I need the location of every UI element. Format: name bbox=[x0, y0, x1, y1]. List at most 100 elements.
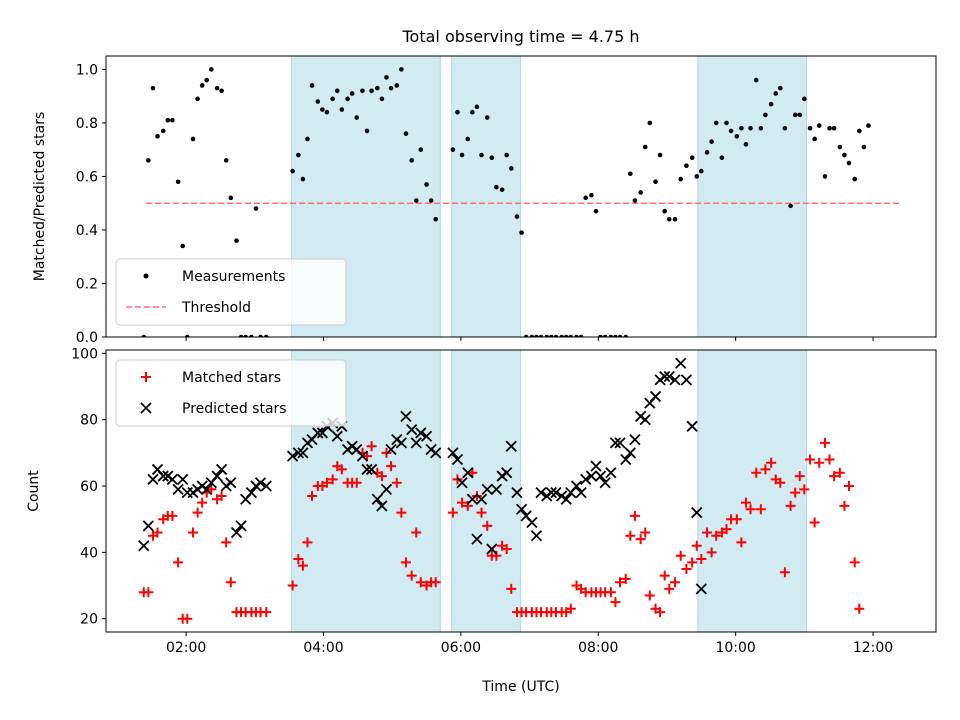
measurement-point bbox=[146, 158, 151, 163]
predicted-star-marker bbox=[166, 473, 179, 486]
predicted-star-marker bbox=[471, 533, 483, 545]
predicted-star-marker bbox=[420, 430, 433, 442]
x-tick-label: 10:00 bbox=[715, 640, 755, 656]
measurement-point bbox=[704, 150, 710, 155]
measurement-point bbox=[214, 85, 220, 91]
legend: Matched stars Predicted stars bbox=[115, 359, 347, 427]
measurement-point bbox=[160, 128, 166, 134]
predicted-star-marker bbox=[292, 447, 304, 459]
y-tick-label: 80 bbox=[80, 413, 98, 429]
predicted-star-marker bbox=[157, 470, 169, 482]
predicted-star-marker bbox=[649, 390, 662, 403]
predicted-star-marker bbox=[225, 477, 237, 489]
predicted-star-marker bbox=[486, 543, 498, 555]
legend-predicted-marker bbox=[140, 402, 152, 414]
y-tick-label: 40 bbox=[80, 545, 98, 561]
legend-label: Matched stars bbox=[182, 370, 281, 386]
measurement-point bbox=[638, 190, 643, 195]
legend-box bbox=[115, 359, 347, 427]
predicted-star-marker bbox=[481, 483, 493, 495]
predicted-star-marker bbox=[535, 487, 547, 499]
measurement-point bbox=[773, 91, 779, 96]
measurement-point bbox=[504, 152, 509, 158]
matched-star-marker bbox=[221, 537, 232, 548]
matched-star-marker bbox=[799, 484, 810, 495]
y-tick-label: 1.0 bbox=[76, 62, 98, 78]
measurement-point bbox=[563, 334, 569, 337]
matched-star-marker bbox=[307, 490, 318, 501]
matched-star-marker bbox=[615, 577, 626, 588]
measurement-point bbox=[184, 334, 190, 337]
matched-star-marker bbox=[173, 557, 184, 568]
predicted-star-marker bbox=[172, 483, 184, 495]
measurement-point bbox=[484, 115, 490, 120]
measurement-point bbox=[842, 152, 847, 158]
matched-star-marker bbox=[669, 577, 680, 588]
predicted-star-marker bbox=[659, 370, 671, 383]
measurement-point bbox=[623, 334, 629, 337]
predicted-star-marker bbox=[695, 583, 707, 595]
measurement-point bbox=[455, 109, 460, 115]
measurement-point bbox=[797, 112, 803, 118]
predicted-star-marker bbox=[580, 473, 592, 486]
matched-star-marker bbox=[447, 507, 458, 518]
y-tick-label: 0.6 bbox=[76, 169, 98, 185]
measurement-point bbox=[684, 163, 689, 169]
observing-window bbox=[697, 56, 808, 337]
measurement-point bbox=[238, 334, 244, 337]
legend-label: Measurements bbox=[182, 269, 285, 285]
matched-star-marker bbox=[197, 497, 208, 508]
measurement-point bbox=[678, 176, 684, 182]
measurement-point bbox=[689, 155, 695, 160]
predicted-star-marker bbox=[371, 493, 383, 505]
measurement-point bbox=[672, 216, 678, 222]
matched-star-marker bbox=[629, 510, 640, 521]
measurement-point bbox=[199, 83, 205, 88]
matched-star-marker bbox=[366, 441, 377, 452]
measurement-point bbox=[399, 67, 404, 72]
matched-star-marker bbox=[805, 454, 816, 465]
matched-star-marker bbox=[406, 570, 417, 581]
matched-star-marker bbox=[411, 527, 422, 538]
matched-star-marker bbox=[297, 560, 308, 571]
measurement-point bbox=[249, 334, 254, 337]
measurement-point bbox=[190, 136, 196, 142]
matched-star-marker bbox=[476, 507, 487, 518]
matched-star-marker bbox=[839, 500, 850, 511]
measurement-point bbox=[713, 120, 719, 126]
measurement-point bbox=[553, 334, 559, 337]
predicted-star-marker bbox=[286, 450, 299, 462]
matched-star-marker bbox=[391, 477, 402, 488]
legend-label: Predicted stars bbox=[182, 401, 287, 417]
predicted-star-marker bbox=[575, 487, 587, 499]
predicted-star-marker bbox=[331, 430, 343, 442]
x-tick-label: 08:00 bbox=[578, 640, 618, 656]
measurement-point bbox=[369, 88, 374, 94]
measurement-point bbox=[243, 334, 248, 337]
measurement-point bbox=[807, 125, 813, 131]
measurement-point bbox=[345, 96, 350, 102]
y-tick-label: 20 bbox=[80, 612, 98, 628]
measurement-point bbox=[822, 174, 828, 179]
measurement-point bbox=[734, 133, 740, 139]
legend-box bbox=[115, 258, 347, 326]
measurement-point bbox=[413, 198, 419, 203]
measurement-point bbox=[514, 214, 520, 219]
predicted-star-marker bbox=[530, 530, 543, 542]
predicted-star-marker bbox=[356, 450, 369, 462]
predicted-star-marker bbox=[376, 500, 388, 512]
matched-star-marker bbox=[751, 467, 762, 478]
matched-star-marker bbox=[620, 573, 631, 584]
matched-star-marker bbox=[779, 567, 790, 578]
measurement-point bbox=[792, 112, 798, 118]
predicted-star-marker bbox=[215, 463, 228, 476]
measurement-point bbox=[330, 96, 335, 102]
matched-star-marker bbox=[731, 514, 742, 525]
matched-star-marker bbox=[785, 500, 796, 511]
measurement-point bbox=[379, 96, 385, 102]
measurement-point bbox=[613, 334, 618, 337]
predicted-star-marker bbox=[230, 526, 243, 539]
predicted-star-marker bbox=[501, 467, 513, 479]
x-tick-label: 12:00 bbox=[853, 640, 893, 656]
measurement-point bbox=[204, 77, 210, 83]
